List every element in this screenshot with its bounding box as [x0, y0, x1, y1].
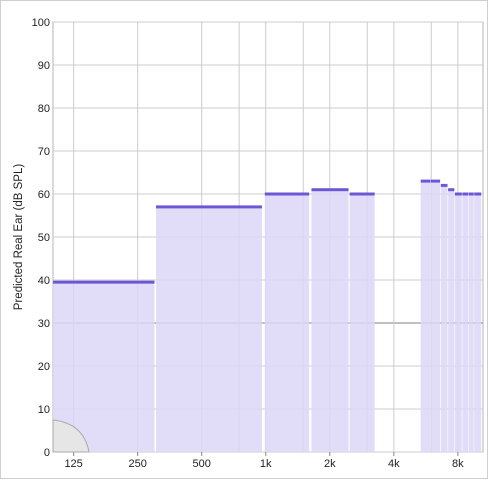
y-tick-label: 90	[38, 60, 50, 72]
band-level-line	[440, 183, 448, 187]
y-tick-label: 10	[38, 404, 50, 416]
band-level-line	[264, 192, 310, 196]
band-bar	[264, 194, 310, 452]
band-level-line	[420, 179, 431, 183]
band-level-line	[53, 280, 155, 284]
band-bar	[53, 282, 155, 452]
x-tick-label: 2k	[324, 458, 336, 470]
band-level-line	[474, 192, 482, 196]
x-tick-label: 8k	[452, 458, 464, 470]
band-bar	[311, 189, 349, 452]
band-level-line	[430, 179, 441, 183]
band-level-line	[349, 192, 375, 196]
y-axis-title: Predicted Real Ear (dB SPL)	[13, 164, 25, 311]
band-level-line	[462, 192, 469, 196]
y-tick-label: 20	[38, 361, 50, 373]
x-tick-label: 250	[128, 458, 146, 470]
x-tick-label: 4k	[388, 458, 400, 470]
x-tick-label: 500	[193, 458, 211, 470]
band-bar	[454, 194, 462, 452]
band-bar	[420, 181, 431, 452]
band-level-line	[156, 205, 262, 209]
band-level-line	[448, 188, 455, 192]
y-tick-label: 40	[38, 275, 50, 287]
band-bar	[468, 194, 474, 452]
y-tick-label: 80	[38, 103, 50, 115]
band-bar	[474, 194, 482, 452]
y-tick-label: 60	[38, 189, 50, 201]
band-bar	[462, 194, 469, 452]
band-bars	[53, 179, 482, 452]
band-bar	[430, 181, 441, 452]
y-tick-label: 30	[38, 318, 50, 330]
band-bar	[156, 206, 262, 452]
band-bar	[448, 189, 455, 452]
x-tick-label: 1k	[260, 458, 272, 470]
tick-labels: 0 10 20 30 40 50 60 70 80 90 100 125 250 500 1k 2k 4k 8k	[32, 17, 465, 470]
band-level-line	[454, 192, 462, 196]
y-tick-label: 100	[32, 17, 50, 29]
band-bar	[440, 185, 448, 452]
threshold-region	[52, 419, 90, 453]
y-tick-label: 70	[38, 146, 50, 158]
x-tick-label: 125	[64, 458, 82, 470]
band-level-line	[468, 192, 474, 196]
band-bar	[349, 194, 375, 452]
y-tick-label: 50	[38, 232, 50, 244]
band-level-line	[311, 188, 349, 192]
threshold-shape	[52, 419, 90, 453]
y-tick-label: 0	[44, 447, 50, 459]
